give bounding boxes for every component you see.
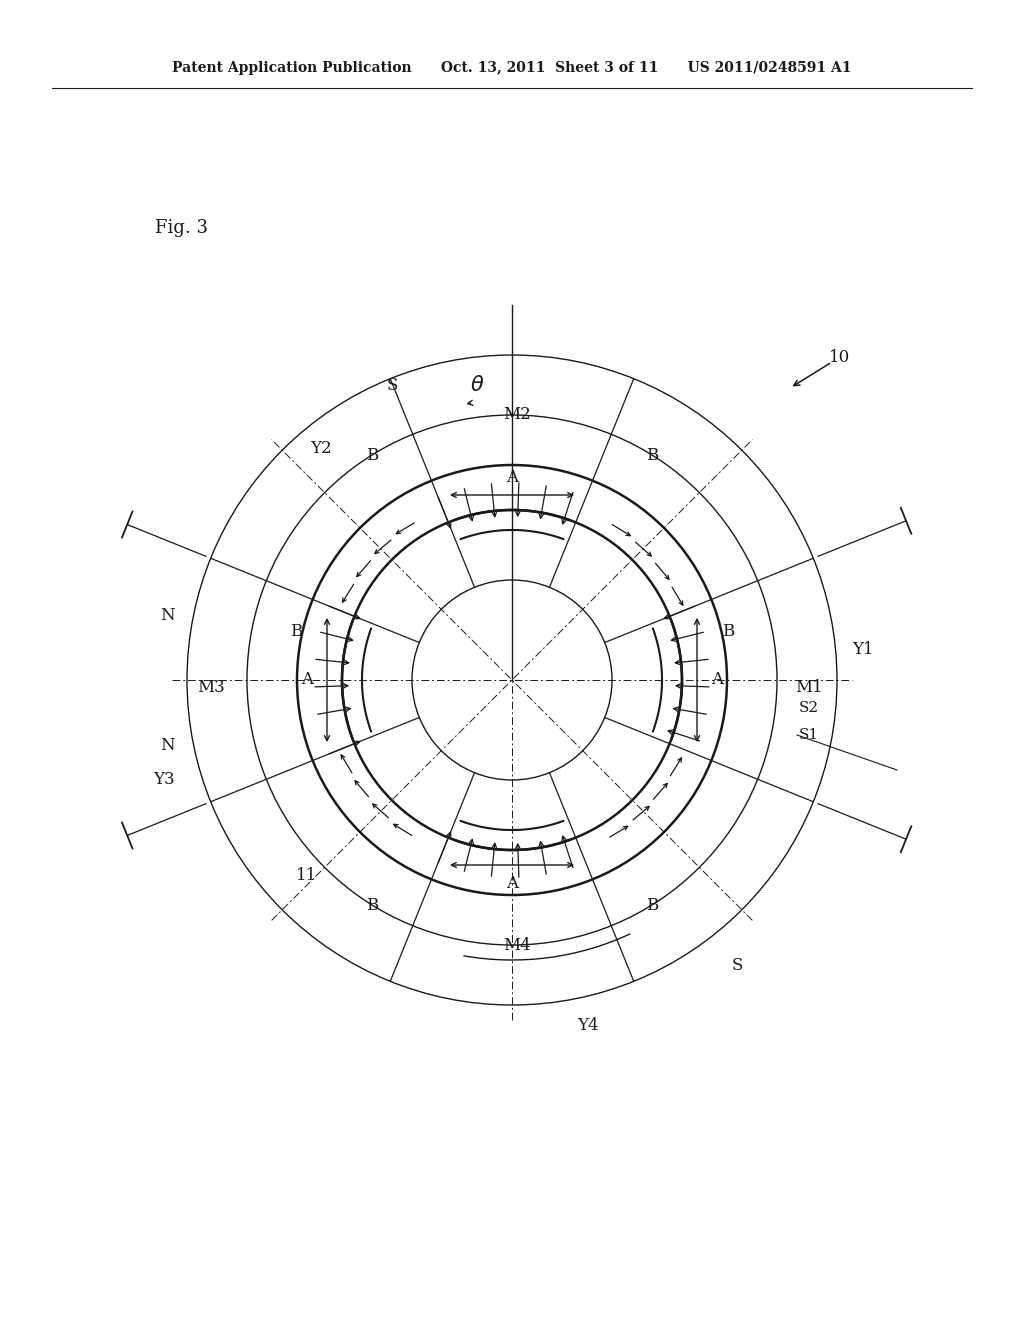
Text: A: A bbox=[301, 672, 313, 689]
Text: M2: M2 bbox=[503, 407, 530, 422]
Text: S2: S2 bbox=[799, 701, 819, 715]
Text: Y4: Y4 bbox=[577, 1016, 599, 1034]
Text: A: A bbox=[506, 469, 518, 486]
Text: B: B bbox=[646, 896, 658, 913]
Text: Y1: Y1 bbox=[852, 642, 873, 659]
Text: $\theta$: $\theta$ bbox=[470, 375, 484, 395]
Text: Fig. 3: Fig. 3 bbox=[155, 219, 208, 238]
Text: 10: 10 bbox=[829, 350, 851, 367]
Text: B: B bbox=[722, 623, 734, 640]
Text: S: S bbox=[386, 376, 397, 393]
Text: A: A bbox=[711, 672, 723, 689]
Text: B: B bbox=[646, 446, 658, 463]
Text: M4: M4 bbox=[503, 937, 530, 954]
Text: M3: M3 bbox=[198, 680, 225, 697]
Text: Y2: Y2 bbox=[310, 440, 332, 457]
Text: B: B bbox=[290, 623, 302, 640]
Text: B: B bbox=[366, 446, 378, 463]
Text: B: B bbox=[366, 896, 378, 913]
Text: Y3: Y3 bbox=[154, 771, 175, 788]
Text: S: S bbox=[731, 957, 742, 974]
Text: S1: S1 bbox=[799, 729, 819, 742]
Text: N: N bbox=[161, 737, 175, 754]
Text: 11: 11 bbox=[296, 866, 317, 883]
Text: Patent Application Publication      Oct. 13, 2011  Sheet 3 of 11      US 2011/02: Patent Application Publication Oct. 13, … bbox=[172, 61, 852, 75]
Text: N: N bbox=[161, 606, 175, 623]
Text: A: A bbox=[506, 874, 518, 891]
Text: M1: M1 bbox=[795, 680, 822, 697]
